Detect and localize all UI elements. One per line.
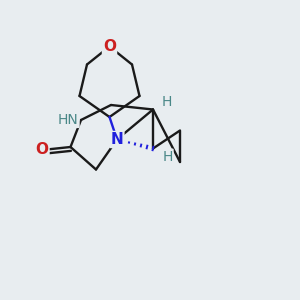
Text: O: O (103, 39, 116, 54)
Text: H: H (162, 150, 172, 164)
Text: HN: HN (58, 113, 79, 127)
Text: N: N (111, 132, 123, 147)
Text: O: O (35, 142, 49, 158)
Text: H: H (161, 95, 172, 109)
